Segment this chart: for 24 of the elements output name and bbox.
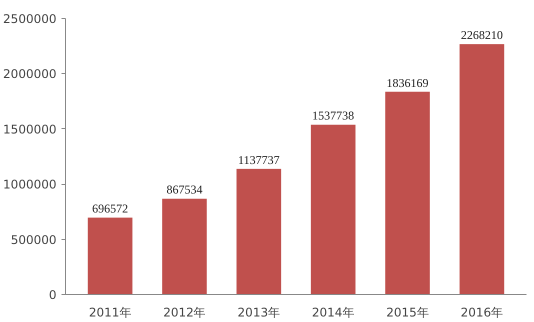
y-tick-label: 1000000 (3, 178, 57, 192)
bar (310, 124, 356, 294)
x-tick-label: 2016年 (460, 306, 504, 320)
data-label: 696572 (92, 202, 128, 216)
y-tick-label: 2000000 (3, 67, 57, 82)
x-tick-label: 2012年 (163, 306, 206, 320)
x-tick-label: 2014年 (312, 306, 354, 320)
data-label: 2268210 (460, 28, 503, 42)
bar (236, 168, 282, 294)
y-tick-label: 0 (48, 288, 57, 302)
data-label: 1836169 (386, 76, 429, 90)
y-tick-label: 2500000 (3, 12, 57, 26)
x-tick-label: 2015年 (386, 306, 429, 320)
x-tick-label: 2013年 (238, 306, 280, 320)
bar (88, 218, 132, 294)
bar (162, 198, 207, 294)
data-label: 1137737 (238, 152, 280, 167)
y-tick-label: 500000 (10, 232, 57, 247)
data-label: 1537738 (312, 108, 354, 123)
bar (460, 44, 504, 294)
y-tick-label: 1500000 (3, 122, 57, 136)
bar (385, 92, 430, 294)
x-tick-label: 2011年 (88, 306, 132, 320)
data-label: 867534 (166, 182, 202, 197)
